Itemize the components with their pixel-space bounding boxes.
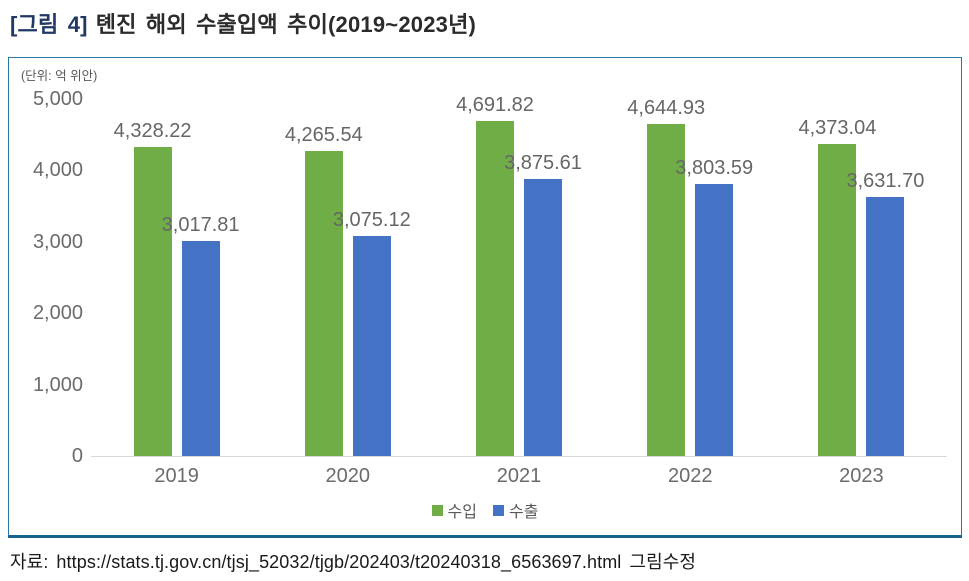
bar-수출-2020: 3,075.12 bbox=[333, 209, 411, 456]
legend-label: 수입 bbox=[447, 504, 477, 521]
bar-group-2023: 4,373.04 3,631.70 bbox=[776, 99, 947, 456]
x-tick-label-2023: 2023 bbox=[839, 465, 884, 487]
bar-group-2021: 4,691.82 3,875.61 bbox=[433, 94, 604, 456]
bar-수입-2019: 4,328.22 bbox=[114, 120, 192, 456]
bar-value-label: 4,373.04 bbox=[798, 116, 877, 139]
bar-value-label: 4,328.22 bbox=[113, 119, 192, 142]
x-axis-baseline bbox=[91, 456, 947, 457]
chart-frame: (단위: 억 위안) 5,000 4,000 3,000 2,000 1,000 0 4,… bbox=[8, 57, 962, 538]
bar-group-2019: 4,328.22 3,017.81 bbox=[91, 99, 262, 456]
bar-value-label: 3,803.59 bbox=[675, 157, 754, 180]
bar-수입-2023: 4,373.04 bbox=[798, 117, 876, 456]
bar-수출-2022: 3,803.59 bbox=[675, 157, 753, 456]
y-tick-label: 2,000 bbox=[32, 302, 83, 325]
bar-value-label: 4,644.93 bbox=[627, 97, 706, 120]
x-tick-label-2022: 2022 bbox=[667, 465, 713, 487]
bar-value-label: 3,075.12 bbox=[332, 209, 411, 232]
legend-item-수출: 수출 bbox=[493, 498, 538, 522]
bar-수출-2021: 3,875.61 bbox=[504, 152, 582, 456]
y-tick-label: 0 bbox=[71, 445, 83, 467]
bar-수입-2021: 4,691.82 bbox=[456, 94, 534, 456]
plot-area: 4,328.22 3,017.81 4,265.54 3,075.12 4,691.82… bbox=[91, 94, 947, 456]
source-label: 자료: bbox=[10, 552, 49, 572]
bar-group-2022: 4,644.93 3,803.59 bbox=[605, 97, 776, 456]
bar-value-label: 4,691.82 bbox=[456, 94, 534, 117]
y-tick-label: 3,000 bbox=[32, 230, 83, 253]
unit-label: (단위: 억 위안) bbox=[21, 69, 98, 83]
bar-value-label: 4,265.54 bbox=[284, 124, 363, 147]
source-note: 그림수정 bbox=[629, 552, 697, 572]
legend-swatch-icon bbox=[431, 504, 443, 516]
source-citation: 자료: https://stats.tj.gov.cn/tjsj_52032/tj… bbox=[10, 548, 696, 574]
source-url: https://stats.tj.gov.cn/tjsj_52032/tjgb/… bbox=[56, 552, 622, 572]
bar-수출-2023: 3,631.70 bbox=[846, 170, 924, 456]
x-tick-label-2020: 2020 bbox=[325, 465, 371, 487]
y-tick-label: 1,000 bbox=[32, 373, 83, 396]
figure-number-tag: [그림 4] bbox=[10, 12, 88, 37]
bar-value-label: 3,875.61 bbox=[504, 152, 582, 175]
x-tick-label-2021: 2021 bbox=[496, 465, 542, 487]
x-tick-label-2019: 2019 bbox=[154, 465, 199, 487]
x-axis: 2019 2020 2021 2022 2023 bbox=[91, 465, 947, 488]
bar-value-label: 3,631.70 bbox=[846, 169, 925, 192]
y-tick-label: 4,000 bbox=[32, 159, 83, 182]
legend-swatch-icon bbox=[493, 504, 504, 516]
legend-label: 수출 bbox=[509, 504, 539, 521]
y-tick-label: 5,000 bbox=[32, 88, 83, 110]
bar-수출-2019: 3,017.81 bbox=[162, 214, 240, 456]
figure-title: [그림 4] 톈진 해외 수출입액 추이(2019~2023년) bbox=[10, 7, 476, 39]
chart-legend: 수입 수출 bbox=[9, 498, 961, 522]
bar-수입-2022: 4,644.93 bbox=[627, 97, 705, 456]
bar-수입-2020: 4,265.54 bbox=[285, 124, 363, 456]
figure-title-text: 톈진 해외 수출입액 추이(2019~2023년) bbox=[95, 12, 477, 37]
legend-item-수입: 수입 bbox=[431, 498, 477, 522]
bar-value-label: 3,017.81 bbox=[161, 213, 240, 236]
bar-group-2020: 4,265.54 3,075.12 bbox=[262, 99, 433, 456]
